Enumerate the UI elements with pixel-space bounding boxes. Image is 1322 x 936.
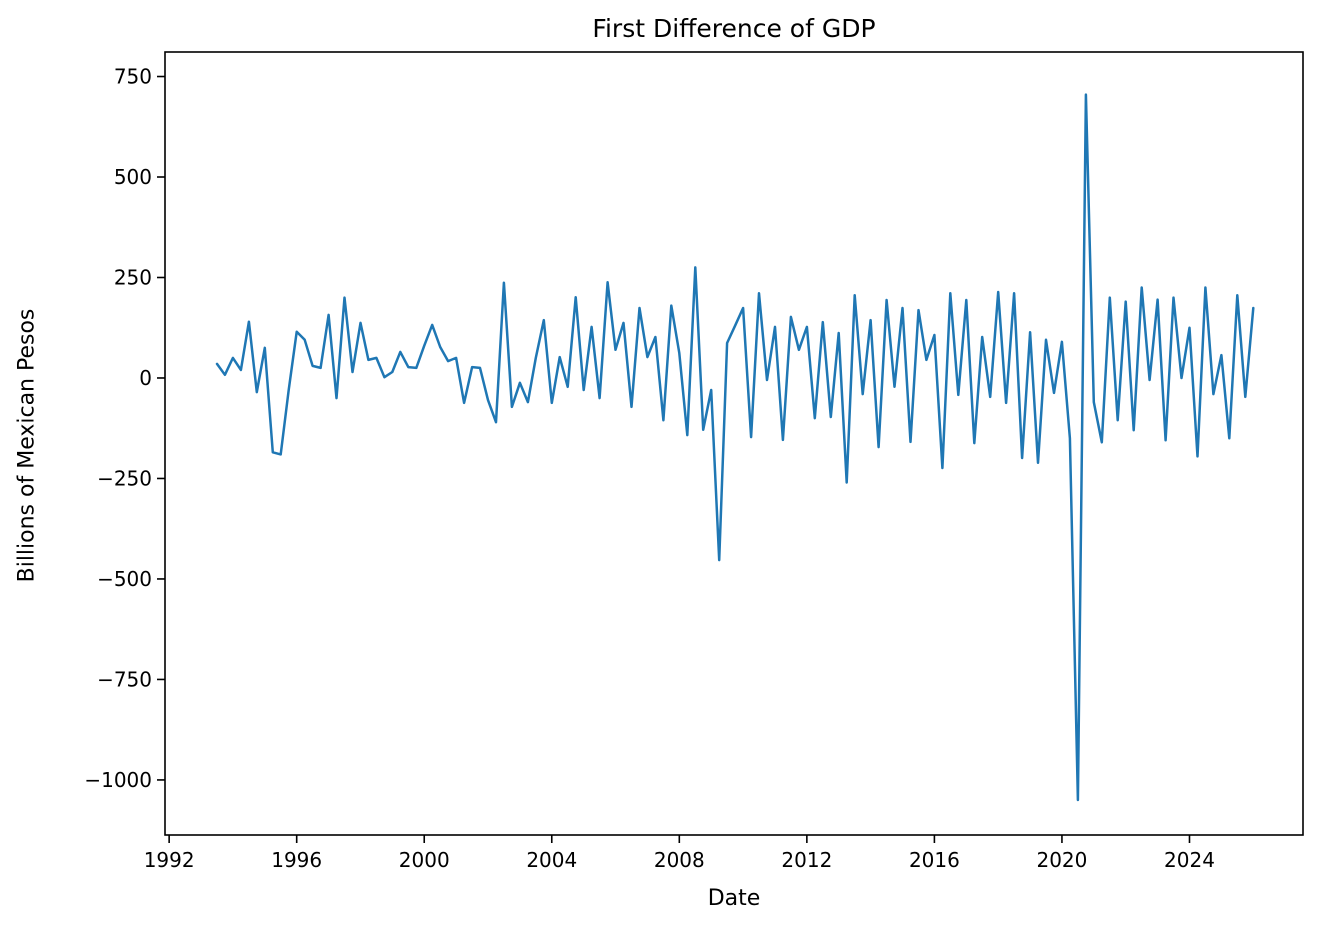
x-tick-label: 2008 xyxy=(654,848,705,872)
y-tick-label: 750 xyxy=(114,65,152,89)
y-tick-label: −750 xyxy=(97,667,152,691)
x-tick-label: 2012 xyxy=(781,848,832,872)
plot-border xyxy=(164,51,1304,836)
y-axis-label: Billions of Mexican Pesos xyxy=(14,308,40,583)
x-tick-label: 2000 xyxy=(399,848,450,872)
x-tick-label: 2016 xyxy=(909,848,960,872)
x-tick-label: 2024 xyxy=(1164,848,1215,872)
x-tick-label: 2020 xyxy=(1036,848,1087,872)
y-tick-label: 500 xyxy=(114,165,152,189)
y-tick-label: 0 xyxy=(139,366,152,390)
y-tick-label: −250 xyxy=(97,466,152,490)
y-tick-label: 250 xyxy=(114,265,152,289)
x-tick-label: 2004 xyxy=(526,848,577,872)
y-tick-label: −1000 xyxy=(84,768,152,792)
x-axis-label: Date xyxy=(707,886,761,911)
y-tick-label: −500 xyxy=(97,567,152,591)
x-tick-label: 1992 xyxy=(144,848,195,872)
x-tick-label: 1996 xyxy=(271,848,322,872)
chart-title: First Difference of GDP xyxy=(592,14,876,43)
series-line xyxy=(215,93,1255,802)
